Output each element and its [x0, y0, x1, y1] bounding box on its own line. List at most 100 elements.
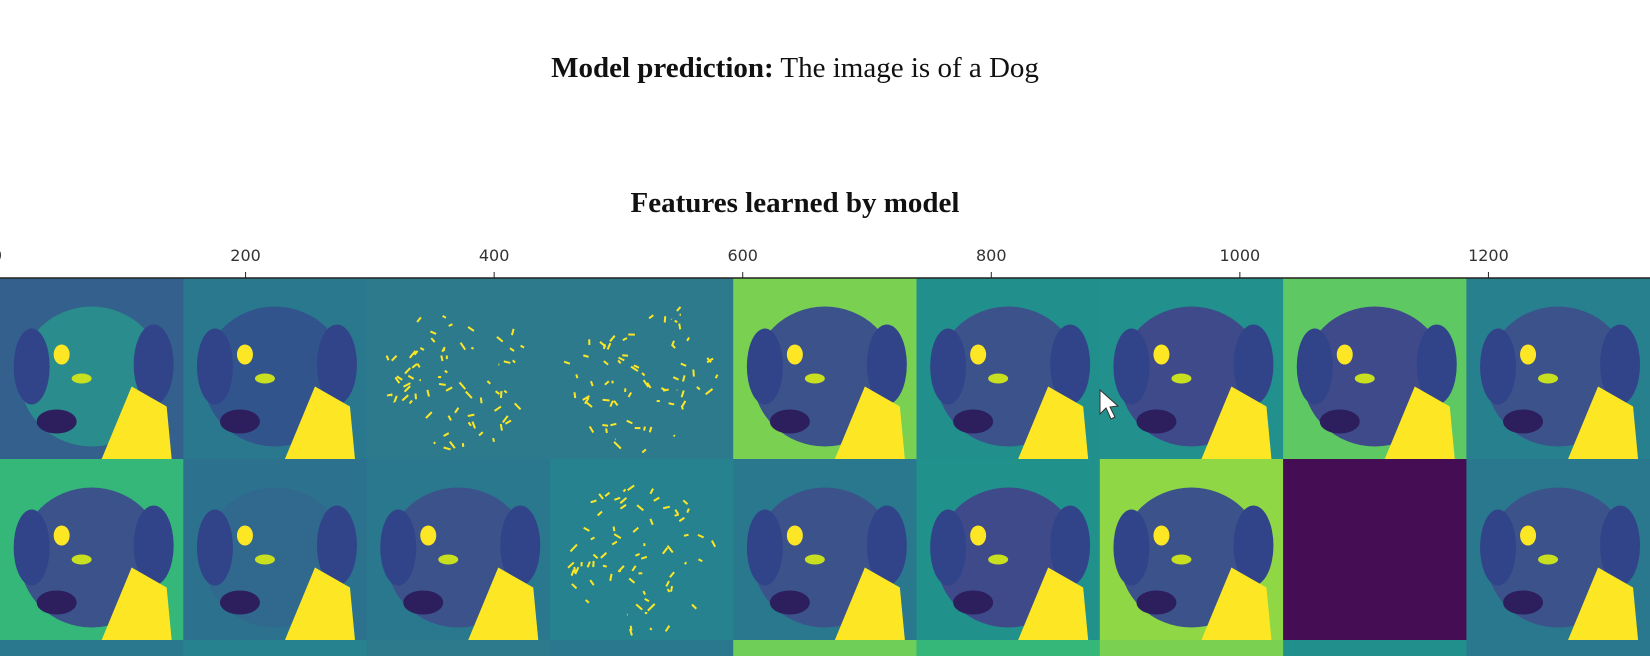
chart-title: Features learned by model	[631, 187, 960, 219]
edge-stroke	[583, 526, 590, 532]
edge-stroke	[680, 400, 687, 408]
feature-map	[0, 278, 184, 460]
ear	[196, 509, 233, 586]
edge-stroke	[430, 330, 437, 335]
edge-stroke	[582, 395, 590, 401]
edge-stroke	[465, 390, 473, 399]
feature-map	[0, 640, 184, 656]
edge-stroke	[443, 446, 451, 451]
edge-stroke	[438, 383, 446, 386]
edge-stroke	[404, 367, 412, 375]
feature-maps	[0, 278, 1650, 656]
edge-stroke	[627, 484, 635, 491]
edge-stroke	[408, 399, 413, 405]
ear	[866, 324, 907, 405]
feature-map	[733, 278, 917, 460]
edge-stroke	[604, 380, 610, 386]
chest-patch	[834, 567, 905, 640]
edge-stroke	[674, 513, 680, 517]
eye-spot	[1153, 344, 1170, 365]
edge-stroke	[492, 437, 495, 443]
feature-map	[1099, 640, 1284, 656]
edge-stroke	[641, 448, 647, 454]
tile-bg	[1283, 459, 1467, 641]
edge-stroke	[649, 488, 654, 495]
edge-stroke	[672, 376, 679, 381]
edge-stroke	[617, 359, 622, 365]
edge-stroke	[602, 398, 610, 402]
eye	[254, 554, 275, 565]
tile-bg	[916, 640, 1101, 656]
feature-map	[549, 640, 734, 656]
ear	[500, 505, 541, 586]
eye-spot	[970, 344, 987, 365]
nose	[769, 409, 810, 434]
tile-bg	[549, 640, 734, 656]
edge-stroke	[513, 402, 522, 411]
nose	[219, 590, 260, 615]
edge-stroke	[444, 369, 448, 374]
edge-stroke	[509, 347, 515, 352]
edge-stroke	[503, 389, 508, 394]
edge-stroke	[674, 509, 680, 515]
chest-patch	[101, 386, 172, 459]
feature-map	[1466, 278, 1650, 460]
edge-stroke	[496, 336, 504, 343]
edge-stroke	[520, 344, 525, 349]
edge-stroke	[613, 496, 621, 501]
ear	[746, 328, 783, 405]
eye-spot	[420, 525, 437, 546]
ear	[13, 509, 50, 586]
edge-stroke	[575, 374, 579, 379]
edge-stroke	[629, 628, 633, 636]
edge-stroke	[605, 428, 608, 434]
feature-map	[0, 459, 184, 641]
edge-stroke	[665, 580, 670, 587]
edge-stroke	[504, 419, 512, 425]
nose	[1319, 409, 1360, 434]
edge-stroke	[706, 357, 712, 364]
edge-stroke	[393, 395, 398, 403]
edge-stroke	[569, 543, 578, 553]
edge-stroke	[503, 360, 511, 364]
feature-map	[1099, 278, 1284, 460]
chest-patch	[1018, 567, 1089, 640]
ear	[133, 324, 174, 405]
x-tick-label: 400	[479, 246, 510, 265]
ear	[746, 509, 783, 586]
edge-stroke	[662, 547, 669, 555]
edge-stroke	[632, 526, 639, 533]
edge-stroke	[598, 493, 604, 500]
edge-stroke	[705, 388, 714, 396]
feature-map	[733, 459, 917, 641]
tile-bg	[0, 640, 184, 656]
ear	[1296, 328, 1333, 405]
edge-stroke	[510, 328, 515, 336]
feature-map	[916, 278, 1101, 460]
eye-spot	[786, 344, 803, 365]
edge-stroke	[697, 533, 705, 539]
x-tick-label: 1000	[1219, 246, 1260, 265]
eye	[1354, 373, 1375, 384]
eye	[988, 373, 1009, 384]
edge-stroke	[426, 389, 430, 397]
ear	[1600, 505, 1641, 586]
edge-stroke	[662, 388, 669, 392]
tile-bg	[1466, 640, 1650, 656]
ear	[1050, 324, 1091, 405]
ear	[1480, 328, 1517, 405]
edge-stroke	[617, 565, 625, 573]
feature-map	[1466, 459, 1650, 641]
edge-stroke	[635, 603, 643, 611]
ear	[316, 324, 357, 405]
edge-stroke	[486, 380, 491, 385]
edge-stroke	[668, 402, 675, 406]
chest-patch	[1568, 567, 1639, 640]
edge-stroke	[425, 411, 433, 419]
feature-map	[183, 278, 368, 460]
edge-stroke	[442, 315, 447, 319]
eye-spot	[1520, 525, 1537, 546]
edge-stroke	[592, 553, 599, 559]
